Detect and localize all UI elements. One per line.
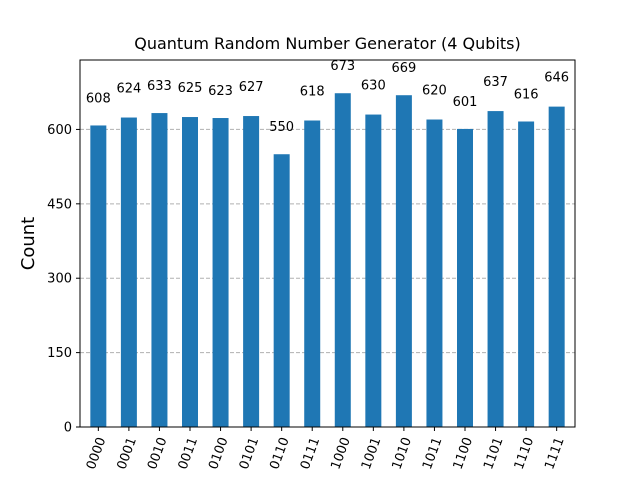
data-label-1100: 601	[453, 95, 478, 110]
bars	[90, 93, 565, 428]
x-tick-label: 1000	[328, 435, 353, 471]
bar-0010	[151, 113, 168, 427]
data-label-0010: 633	[147, 79, 172, 94]
data-label-0100: 623	[208, 84, 233, 99]
data-label-1110: 616	[514, 87, 539, 102]
data-label-1111: 646	[544, 71, 569, 86]
data-label-1010: 669	[391, 61, 416, 76]
data-labels: 608 624 633 625 623 627 550 618 673 630 669 620 601 6…	[86, 59, 569, 135]
data-label-0001: 624	[116, 82, 141, 97]
y-tick-label: 600	[47, 123, 72, 138]
x-tick-label: 1001	[359, 435, 384, 471]
data-label-0111: 618	[300, 85, 325, 100]
x-tick-label: 1101	[481, 435, 506, 471]
x-axis-ticks: 0000 0001 0010 0011 0100 0101 0110 0111 1000 1001…	[84, 427, 568, 472]
bar-0100	[212, 118, 229, 428]
y-axis-label: Count	[18, 217, 39, 270]
data-label-1101: 637	[483, 75, 508, 90]
bar-1110	[518, 121, 535, 427]
y-tick-label: 0	[64, 421, 72, 436]
data-label-0011: 625	[178, 81, 203, 96]
data-label-0110: 550	[269, 120, 294, 135]
x-tick-label: 1010	[390, 435, 415, 471]
y-axis-ticks: 0 150 300 450 600	[47, 123, 80, 436]
data-label-0000: 608	[86, 91, 111, 106]
bar-0111	[304, 120, 321, 427]
y-gridlines	[80, 128, 575, 354]
x-tick-label: 1110	[512, 435, 537, 471]
x-tick-label: 0110	[267, 435, 292, 471]
x-tick-label: 1111	[542, 435, 567, 471]
bar-1001	[365, 114, 382, 428]
bar-1011	[426, 119, 443, 427]
data-label-0101: 627	[239, 80, 264, 95]
x-tick-label: 0100	[206, 435, 231, 471]
bar-0000	[90, 125, 107, 427]
plot-frame	[79, 59, 576, 428]
bar-1101	[487, 111, 504, 428]
x-tick-label: 0101	[237, 435, 262, 471]
bar-1100	[457, 128, 473, 427]
bar-1111	[548, 106, 565, 427]
y-tick-label: 300	[47, 272, 72, 287]
data-label-1000: 673	[330, 59, 355, 74]
data-label-1011: 620	[422, 84, 447, 99]
bar-0101	[243, 116, 260, 427]
bar-0001	[120, 117, 137, 428]
bar-0011	[182, 117, 198, 427]
chart-title: Quantum Random Number Generator (4 Qubit…	[134, 34, 520, 53]
bar-1000	[334, 93, 351, 427]
data-label-1001: 630	[361, 79, 386, 94]
y-tick-label: 150	[47, 346, 72, 361]
bar-1010	[395, 95, 412, 428]
x-tick-label: 1011	[420, 435, 445, 471]
x-tick-label: 0001	[115, 435, 140, 471]
bar-0110	[273, 154, 290, 427]
x-tick-label: 0011	[176, 435, 201, 471]
x-tick-label: 0111	[298, 435, 323, 471]
x-tick-label: 1100	[451, 435, 476, 471]
x-tick-label: 0000	[84, 435, 109, 471]
y-tick-label: 450	[47, 197, 72, 212]
x-tick-label: 0010	[145, 435, 170, 471]
